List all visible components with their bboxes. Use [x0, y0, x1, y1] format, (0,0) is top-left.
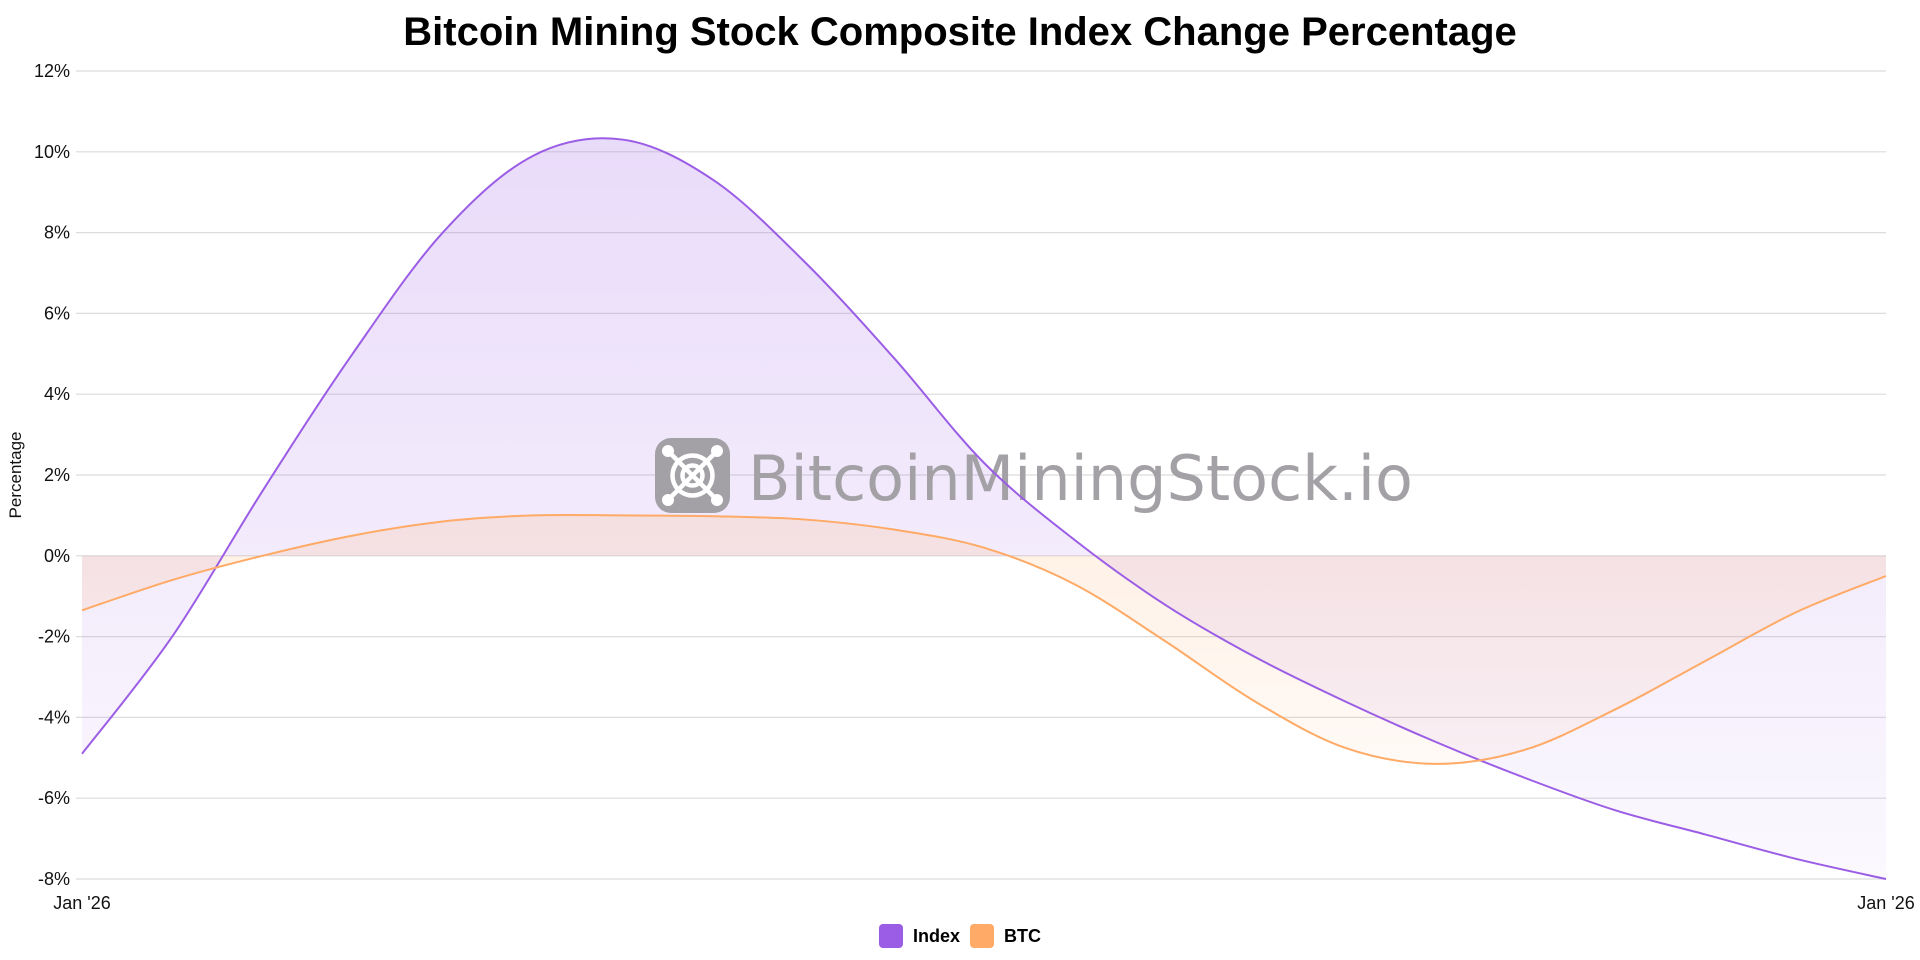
legend-item-index[interactable]: Index: [878, 924, 960, 948]
legend-swatch-index: [878, 924, 903, 948]
legend-label-index: Index: [912, 925, 960, 946]
x-tick-label-start: Jan '26: [53, 893, 110, 913]
data-point-index[interactable]: [1609, 804, 1621, 816]
data-point-index[interactable]: [1700, 829, 1712, 841]
data-point-btc[interactable]: [527, 509, 539, 521]
line-index[interactable]: [81, 137, 1887, 880]
data-point-btc[interactable]: [1519, 744, 1531, 756]
data-point-index[interactable]: [798, 255, 810, 267]
legend-swatch-btc: [970, 924, 994, 948]
data-point-btc[interactable]: [1249, 695, 1261, 707]
y-tick-label: 0%: [44, 546, 70, 566]
watermark: BitcoinMiningStock.io: [655, 438, 1413, 515]
legend-item-btc[interactable]: BTC: [970, 924, 1041, 948]
data-point-index[interactable]: [437, 227, 449, 239]
y-tick-label: 6%: [44, 303, 70, 323]
data-point-index[interactable]: [707, 174, 719, 186]
data-point-index[interactable]: [1249, 651, 1261, 663]
data-point-btc[interactable]: [1700, 655, 1712, 667]
y-tick-label: -2%: [38, 627, 70, 647]
data-point-index[interactable]: [1429, 736, 1441, 748]
data-point-index[interactable]: [1068, 534, 1080, 546]
data-point-btc[interactable]: [617, 509, 629, 521]
data-point-btc[interactable]: [1790, 606, 1802, 618]
data-point-index[interactable]: [76, 748, 88, 760]
data-point-btc[interactable]: [76, 604, 88, 616]
y-axis-ticks: 12% 10% 8% 6% 4% 2% 0% -2% -4% -6% -8%: [34, 61, 70, 889]
y-axis-title: Percentage: [6, 432, 25, 519]
y-tick-label: -6%: [38, 788, 70, 808]
data-point-btc[interactable]: [166, 574, 178, 586]
data-point-btc[interactable]: [1880, 570, 1892, 582]
y-tick-label: 2%: [44, 465, 70, 485]
data-point-btc[interactable]: [437, 515, 449, 527]
legend-label-btc: BTC: [1004, 925, 1041, 946]
data-point-btc[interactable]: [1429, 758, 1441, 770]
y-tick-label: -4%: [38, 707, 70, 727]
data-point-btc[interactable]: [798, 513, 810, 525]
y-tick-label: 10%: [34, 142, 70, 162]
data-point-btc[interactable]: [707, 510, 719, 522]
x-tick-label-end: Jan '26: [1857, 893, 1914, 913]
data-point-index[interactable]: [617, 134, 629, 146]
data-point-index[interactable]: [256, 485, 268, 497]
data-point-btc[interactable]: [256, 550, 268, 562]
data-point-index[interactable]: [1880, 873, 1892, 885]
chart-title: Bitcoin Mining Stock Composite Index Cha…: [403, 10, 1517, 54]
data-point-btc[interactable]: [1339, 742, 1351, 754]
data-point-index[interactable]: [888, 352, 900, 364]
y-tick-label: 4%: [44, 384, 70, 404]
data-point-index[interactable]: [1158, 598, 1170, 610]
area-btc: [82, 514, 1886, 764]
line-btc[interactable]: [81, 513, 1887, 765]
mining-fan-icon: [655, 438, 730, 513]
data-point-index[interactable]: [1790, 853, 1802, 865]
data-point-btc[interactable]: [1068, 578, 1080, 590]
data-point-index[interactable]: [978, 457, 990, 469]
y-tick-label: -8%: [38, 869, 70, 889]
y-tick-label: 8%: [44, 223, 70, 243]
data-point-index[interactable]: [166, 631, 178, 643]
data-point-btc[interactable]: [888, 524, 900, 536]
series-areas: [82, 138, 1886, 879]
data-point-index[interactable]: [1519, 772, 1531, 784]
data-point-btc[interactable]: [347, 530, 359, 542]
data-point-index[interactable]: [527, 150, 539, 162]
data-point-index[interactable]: [1339, 695, 1351, 707]
series-lines: [76, 134, 1892, 885]
data-point-btc[interactable]: [1158, 635, 1170, 647]
data-point-index[interactable]: [347, 348, 359, 360]
data-point-btc[interactable]: [1609, 703, 1621, 715]
data-point-btc[interactable]: [978, 542, 990, 554]
y-tick-label: 12%: [34, 61, 70, 81]
watermark-text: BitcoinMiningStock.io: [748, 442, 1413, 515]
legend: Index BTC: [0, 924, 1920, 948]
